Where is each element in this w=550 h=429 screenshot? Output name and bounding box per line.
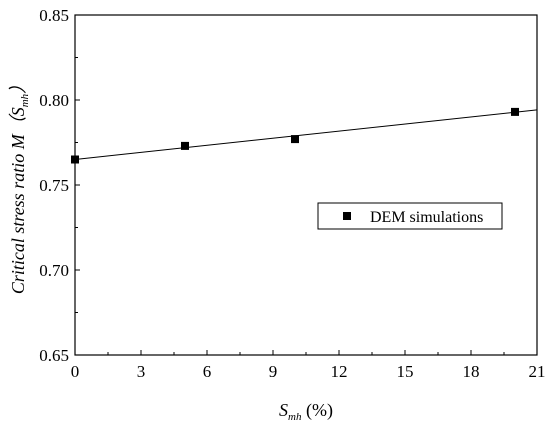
y-tick-label: 0.65 xyxy=(39,346,69,365)
y-axis-title-sub: mh xyxy=(19,93,31,107)
x-axis-ticks: 0 3 6 9 12 15 18 21 xyxy=(71,350,546,381)
x-tick-label: 3 xyxy=(137,362,146,381)
y-axis-title-prefix: Critical stress ratio M（S xyxy=(8,107,28,294)
data-point-marker xyxy=(181,141,189,150)
plot-area-border xyxy=(74,14,538,356)
data-points xyxy=(71,107,519,164)
y-tick-label: 0.85 xyxy=(39,6,69,25)
x-tick-label: 9 xyxy=(269,362,278,381)
x-tick-label: 0 xyxy=(71,362,80,381)
x-tick-label: 15 xyxy=(397,362,414,381)
data-point-marker xyxy=(511,107,519,116)
y-axis-ticks: 0.65 0.70 0.75 0.80 0.85 xyxy=(39,6,80,365)
fit-line-layer xyxy=(74,109,538,160)
legend-marker-square xyxy=(343,212,351,220)
fit-line xyxy=(74,109,538,160)
data-point-marker xyxy=(291,135,299,144)
x-tick-label: 6 xyxy=(203,362,212,381)
y-tick-label: 0.75 xyxy=(39,176,69,195)
plot-frame xyxy=(74,14,538,356)
x-axis-title-suffix: (%) xyxy=(301,400,332,421)
y-axis-title-suffix: ） xyxy=(8,76,28,94)
legend-label: DEM simulations xyxy=(370,209,483,226)
x-axis-title-main: S xyxy=(279,400,288,420)
x-tick-label: 12 xyxy=(331,362,348,381)
y-axis-title: Critical stress ratio M（Smh） xyxy=(8,76,31,294)
x-axis-title-sub: mh xyxy=(288,411,302,423)
y-tick-label: 0.70 xyxy=(39,261,69,280)
y-tick-label: 0.80 xyxy=(39,91,69,110)
legend: DEM simulations xyxy=(317,202,503,230)
x-tick-label: 21 xyxy=(529,362,546,381)
x-tick-label: 18 xyxy=(463,362,480,381)
x-axis-title: Smh (%) xyxy=(279,400,333,423)
data-point-marker xyxy=(71,155,79,164)
